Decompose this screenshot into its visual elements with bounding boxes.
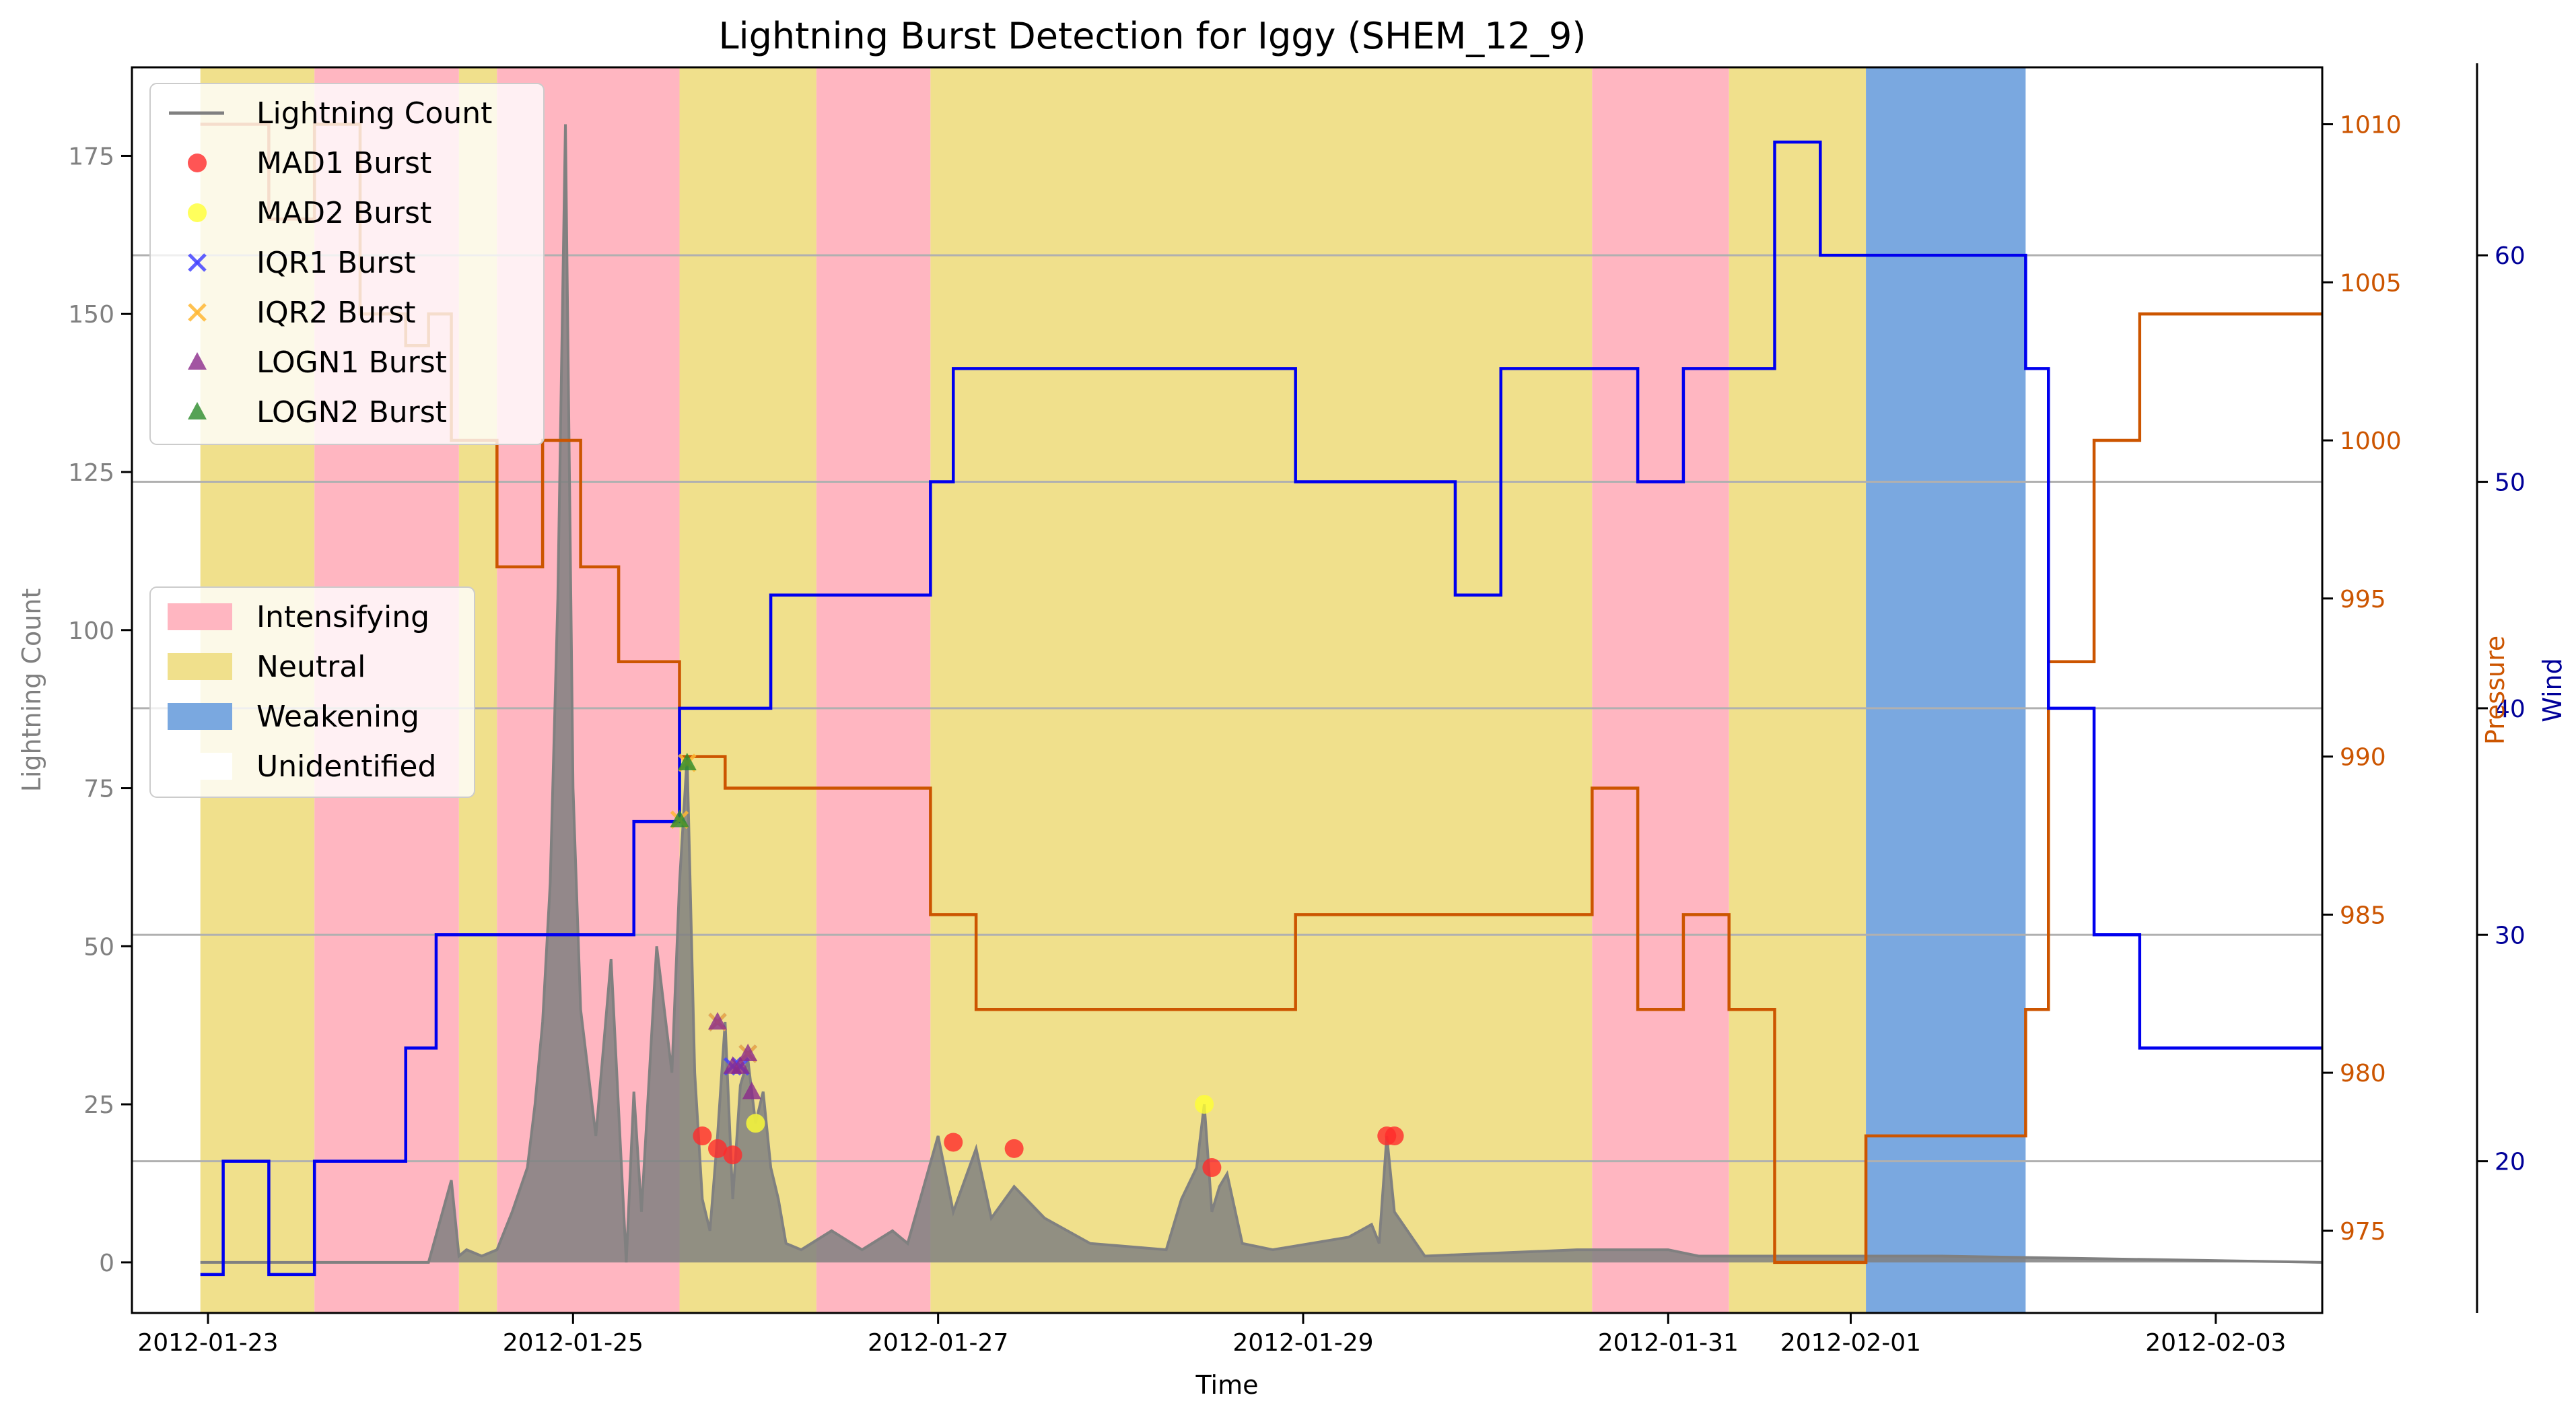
phase-band-neutral: [930, 67, 1593, 1313]
legend-swatch-x-stroke: [188, 303, 207, 322]
y-left-tick-label: 75: [83, 776, 114, 803]
y-left-tick-label: 100: [68, 617, 114, 645]
x-tick-label: 2012-01-29: [1232, 1329, 1373, 1357]
legend-swatch-triangle: [188, 352, 207, 370]
legend-box: [149, 586, 475, 798]
y-left-tick-label: 25: [83, 1091, 114, 1119]
mad1-burst-marker: [707, 1139, 727, 1158]
x-tick-label: 2012-02-01: [1780, 1329, 1921, 1357]
y-left-tick-label: 125: [68, 459, 114, 487]
logn1-burst-marker: [738, 1043, 758, 1061]
x-axis-label: Time: [1195, 1370, 1259, 1400]
legend-label: Intensifying: [256, 600, 429, 634]
legend-label: Neutral: [256, 650, 365, 684]
logn2-burst-marker: [670, 809, 689, 828]
legend-phases: Intensifying Neutral Weakening Unidentified: [149, 586, 475, 798]
mad2-burst-marker: [1195, 1095, 1214, 1114]
legend-phase-swatch: [168, 653, 232, 680]
legend-swatch-x-stroke: [188, 253, 207, 272]
x-tick-label: 2012-01-27: [868, 1329, 1008, 1357]
mad1-burst-marker: [944, 1133, 963, 1152]
plot-frame: [131, 66, 2324, 1314]
phase-band-intensifying: [816, 67, 931, 1313]
logn1-burst-marker: [707, 1012, 727, 1030]
legend-markers: Lightning Count MAD1 Burst MAD2 Burst IQR1 …: [149, 83, 545, 445]
legend-label: LOGN2 Burst: [256, 395, 447, 430]
x-tick-label: 2012-01-25: [503, 1329, 643, 1357]
mad1-burst-marker: [1202, 1158, 1222, 1178]
y-axis-label-lightning: Lightning Count: [17, 588, 46, 793]
y-pressure-tick-label: 985: [2340, 902, 2386, 929]
legend-box: [149, 83, 545, 445]
legend-swatch-x: [188, 253, 207, 272]
y-wind-tick-label: 20: [2495, 1149, 2526, 1176]
legend-label: IQR1 Burst: [256, 246, 416, 280]
y-pressure-tick-label: 995: [2340, 586, 2386, 613]
y-pressure-tick-label: 1010: [2340, 112, 2402, 139]
phase-band-neutral: [1729, 67, 1867, 1313]
lightning-line: [200, 124, 2323, 1264]
chart-title: Lightning Burst Detection for Iggy (SHEM…: [719, 15, 1587, 57]
logn1-burst-marker: [742, 1081, 761, 1100]
y-axis-label-pressure: Pressure: [2480, 636, 2510, 745]
mad1-burst-marker: [1004, 1139, 1024, 1158]
wind-line: [200, 140, 2322, 1277]
legend-label: Lightning Count: [256, 96, 492, 131]
y-wind-tick-label: 40: [2495, 696, 2526, 723]
legend-label: Weakening: [256, 700, 419, 734]
y-pressure-tick-label: 1000: [2340, 428, 2402, 455]
y-pressure-tick-label: 1005: [2340, 269, 2402, 297]
legend-label: LOGN1 Burst: [256, 345, 447, 380]
y-pressure-tick-label: 975: [2340, 1218, 2386, 1246]
legend-swatch-circle: [188, 154, 207, 172]
mad1-burst-marker: [723, 1145, 742, 1165]
phase-band-intensifying: [1592, 67, 1729, 1313]
y-wind-tick-label: 50: [2495, 469, 2526, 497]
legend-label: MAD2 Burst: [256, 196, 431, 230]
legend-phase-swatch: [168, 703, 232, 730]
y-left-tick-label: 50: [83, 933, 114, 961]
y-left-tick-label: 0: [99, 1250, 114, 1277]
y-left-tick-label: 150: [68, 301, 114, 329]
legend-swatch-triangle: [188, 402, 207, 419]
x-tick-label: 2012-01-23: [137, 1329, 278, 1357]
mad2-burst-marker: [746, 1114, 765, 1133]
wind-series: [200, 140, 2322, 1277]
x-tick-label: 2012-02-03: [2145, 1329, 2286, 1357]
lightning-series: [200, 124, 2323, 1264]
axes: 2012-01-23 2012-01-25 2012-01-27 2012-01-29…: [68, 63, 2526, 1357]
legend-label: Unidentified: [256, 749, 436, 784]
y-left-tick-label: 175: [68, 143, 114, 170]
logn2-burst-marker: [677, 752, 697, 770]
legend-label: IQR2 Burst: [256, 296, 416, 330]
y-pressure-tick-label: 990: [2340, 744, 2386, 772]
legend-phase-swatch: [168, 603, 232, 630]
legend-swatch-circle: [188, 203, 207, 222]
x-tick-label: 2012-01-31: [1598, 1329, 1739, 1357]
logn1-burst-marker: [730, 1056, 750, 1074]
mad1-burst-marker: [693, 1126, 712, 1146]
phase-band-weakening: [1866, 67, 2026, 1313]
y-axis-label-wind: Wind: [2538, 658, 2567, 722]
y-pressure-tick-label: 980: [2340, 1060, 2386, 1087]
burst-markers: [670, 752, 1404, 1178]
mad1-burst-marker: [1385, 1126, 1404, 1146]
legend-swatch-x: [188, 303, 207, 322]
legend-label: MAD1 Burst: [256, 146, 431, 180]
y-wind-tick-label: 60: [2495, 242, 2526, 270]
y-wind-tick-label: 30: [2495, 922, 2526, 949]
legend-phase-swatch: [168, 753, 232, 780]
